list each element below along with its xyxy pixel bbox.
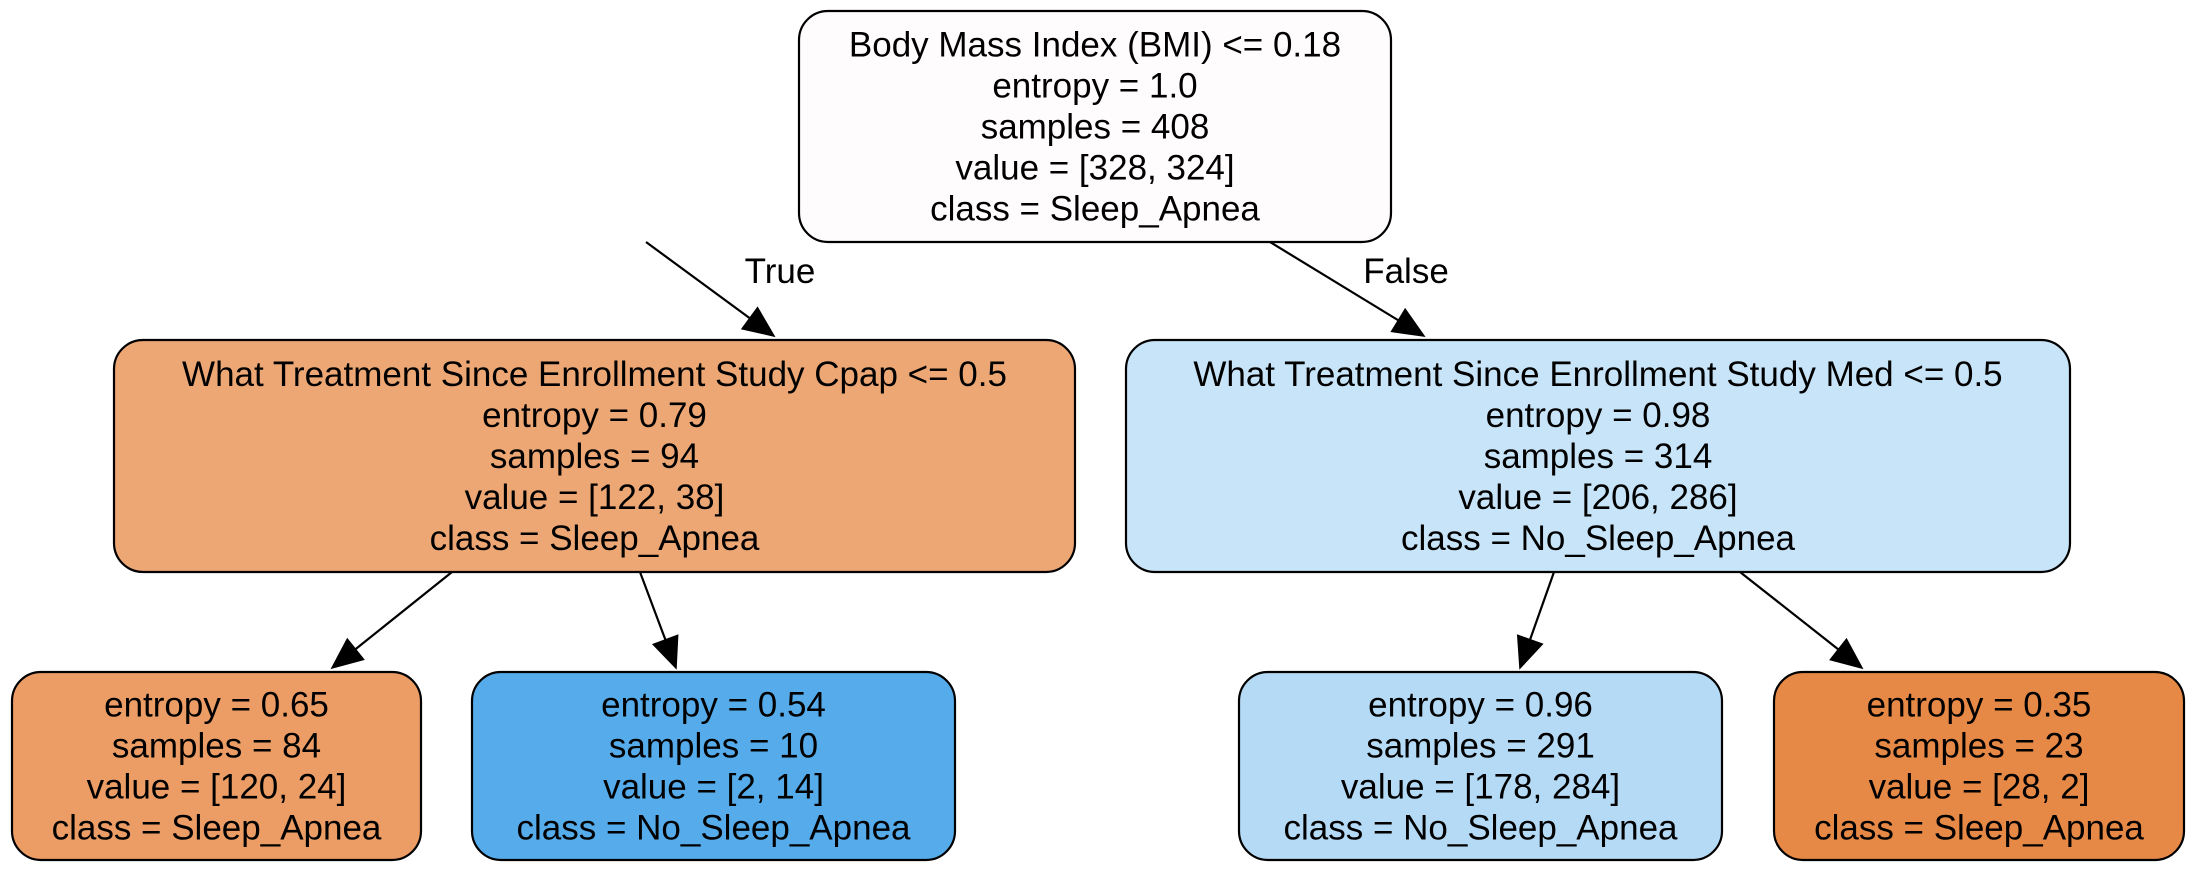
node-text-line: value = [178, 284] [1341,768,1620,807]
edge-line [354,571,453,651]
arrowhead-icon [1516,634,1544,670]
node-text-line: class = Sleep_Apnea [430,519,760,558]
edge-label: True [745,252,816,291]
edge-line [645,241,751,320]
node-text-line: samples = 84 [112,727,321,766]
node-med-split: What Treatment Since Enrollment Study Me… [1124,338,2072,574]
node-text-line: entropy = 0.65 [104,686,329,725]
node-text-line: entropy = 1.0 [992,67,1197,106]
node-text-line: What Treatment Since Enrollment Study Cp… [182,355,1007,394]
node-text-line: class = No_Sleep_Apnea [516,809,911,848]
node-text-line: class = No_Sleep_Apnea [1283,809,1678,848]
node-cpap-split: What Treatment Since Enrollment Study Cp… [112,338,1077,574]
node-text-line: entropy = 0.35 [1867,686,2092,725]
node-text-line: value = [328, 324] [955,149,1234,188]
node-text-line: value = [122, 38] [465,478,725,517]
edge-n2-n6 [1739,571,1864,670]
node-text-line: entropy = 0.54 [601,686,826,725]
edge-line [1528,571,1556,641]
edge-n0-n2: False [1269,241,1449,337]
node-box [470,670,957,862]
edge-line [638,571,667,641]
arrowhead-icon [330,637,365,670]
node-box [1237,670,1724,862]
edge-n1-n3 [330,571,453,670]
node-text-line: class = Sleep_Apnea [1814,809,2144,848]
edge-n0-n1: True [645,241,816,338]
arrowhead-icon [1390,307,1426,337]
node-text-line: class = No_Sleep_Apnea [1401,519,1796,558]
node-text-line: samples = 314 [1484,437,1713,476]
node-box [797,9,1393,244]
arrowhead-icon [651,634,679,670]
arrowhead-icon [1829,637,1864,670]
node-text-line: class = Sleep_Apnea [930,190,1260,229]
node-text-line: samples = 291 [1366,727,1595,766]
node-text-line: samples = 10 [609,727,818,766]
edge-label: False [1363,252,1449,291]
node-text-line: entropy = 0.79 [482,396,707,435]
node-box [1772,670,2186,862]
edge-n2-n5 [1516,571,1556,670]
arrowhead-icon [740,306,776,338]
node-box [112,338,1077,574]
edge-n1-n4 [638,571,679,670]
edges-layer: True False [330,241,1864,670]
node-text-line: value = [206, 286] [1458,478,1737,517]
node-text-line: samples = 23 [1874,727,2083,766]
edge-line [1739,571,1840,651]
node-text-line: entropy = 0.98 [1486,396,1711,435]
node-text-line: entropy = 0.96 [1368,686,1593,725]
node-text-line: What Treatment Since Enrollment Study Me… [1193,355,2002,394]
node-text-line: Body Mass Index (BMI) <= 0.18 [849,26,1341,65]
node-box [1124,338,2072,574]
node-text-line: value = [2, 14] [603,768,824,807]
node-text-line: value = [120, 24] [87,768,347,807]
edge-line [1269,241,1399,322]
node-text-line: samples = 408 [981,108,1210,147]
node-text-line: value = [28, 2] [1869,768,2090,807]
node-text-line: class = Sleep_Apnea [52,809,382,848]
node-text-line: samples = 94 [490,437,699,476]
node-box [10,670,423,862]
